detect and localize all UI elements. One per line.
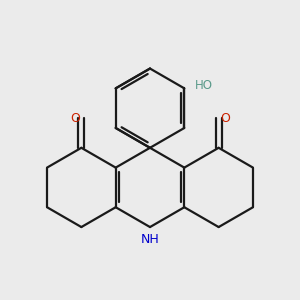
Text: NH: NH bbox=[141, 233, 159, 246]
Text: O: O bbox=[220, 112, 230, 124]
Text: HO: HO bbox=[195, 79, 213, 92]
Text: O: O bbox=[70, 112, 80, 124]
